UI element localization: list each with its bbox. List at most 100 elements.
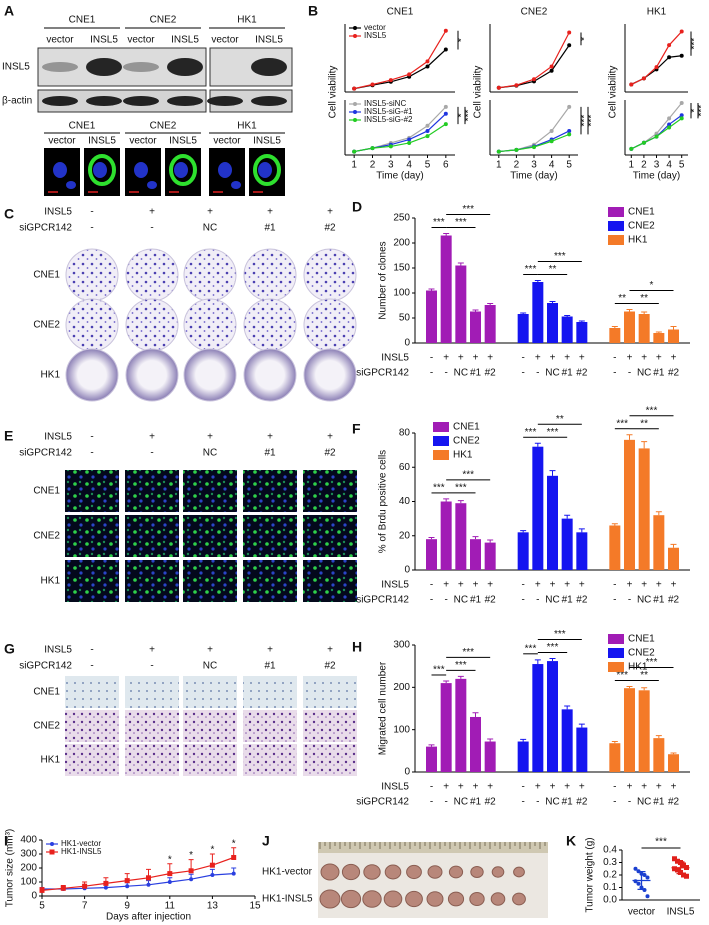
bar [638,448,650,570]
marker [684,873,689,879]
error-bar [534,442,541,447]
condition-label: siGPCR142 [356,595,409,606]
lane-label: INSL5 [171,35,199,46]
brdu-image [125,470,179,512]
x-axis-label: Time (day) [633,171,680,182]
bar [624,311,635,343]
colony-dish [65,248,119,302]
significance-label: *** [616,418,628,429]
bar [561,316,573,343]
y-axis-label: Cell viability [473,66,484,119]
error-bar [443,680,450,684]
x-tick-label: 7 [82,901,88,912]
tumor [406,864,422,880]
chart-title: CNE2 [521,7,548,18]
error-bar [626,309,633,312]
bar [653,738,665,772]
bar [517,314,529,343]
nucleus [231,181,241,189]
marker [639,871,644,876]
marker [633,866,638,871]
condition-value: + [564,353,570,364]
y-axis-label: Cell viability [328,66,339,119]
colony-dish [183,298,237,352]
marker [549,128,554,133]
marker [425,59,430,64]
legend-swatch [433,450,449,460]
marker [633,879,638,884]
condition-value: + [443,580,449,591]
bar [470,539,481,570]
error-bar [564,315,571,317]
condition-value: NC [637,595,651,606]
y-tick-label: 0 [404,767,410,778]
error-bar [457,675,464,679]
condition-value: + [550,353,556,364]
row-label: HK1-INSL5 [262,894,313,905]
marker [443,111,448,116]
brdu-image [125,515,179,557]
colony-dish [65,348,119,402]
panel-label: I [4,833,8,849]
row-label: HK1-vector [262,867,313,878]
bar [561,518,573,570]
marker [146,882,151,887]
bar [668,329,679,343]
colony-dish [243,298,297,352]
error-bar [457,262,464,266]
marker [125,884,130,889]
marker [681,862,686,868]
y-tick-label: 300 [393,640,410,651]
condition-value: NC [203,448,217,459]
condition-value: + [207,207,213,218]
colony-dish [125,248,179,302]
error-bar [487,738,494,742]
significance-label: * [690,109,701,113]
condition-label: INSL5 [44,432,72,443]
significance-label: * [168,854,172,865]
x-tick-label: 1 [351,160,357,171]
lane-label: vector [129,136,157,147]
significance-label: * [232,838,236,849]
x-tick-label: 4 [406,160,412,171]
condition-value: + [149,432,155,443]
marker [443,104,448,109]
transwell-image [243,676,297,708]
condition-value: + [149,645,155,656]
condition-value: - [430,580,433,591]
insl5-signal [253,154,281,186]
condition-value: + [473,353,479,364]
condition-value: - [536,368,539,379]
condition-value: - [90,207,93,218]
y-tick-label: 300 [20,849,37,860]
legend-label: HK1-vector [61,839,101,848]
panel-label: K [566,833,576,849]
error-bar [641,311,648,314]
marker [210,873,215,877]
colony-dish [303,248,357,302]
bar [440,235,452,343]
if-group-label: HK1 [237,121,257,132]
marker [667,43,672,48]
x-tick-label: 3 [654,160,660,171]
marker [103,880,109,886]
bar [426,539,437,570]
legend-label: CNE1 [453,422,480,433]
condition-value: - [613,797,616,808]
y-tick-label: 40 [399,496,411,507]
significance-label: ** [556,414,564,425]
marker [641,140,646,145]
marker [124,878,130,884]
lane-label: INSL5 [253,136,281,147]
marker [188,868,194,874]
condition-value: - [430,595,433,606]
row-label: CNE2 [33,721,60,732]
legend-swatch [608,207,624,217]
error-bar [578,723,585,728]
brdu-image [65,560,119,602]
legend-label: CNE2 [628,648,655,659]
condition-value: NC [454,797,468,808]
error-bar [670,752,677,755]
condition-value: #2 [485,797,497,808]
condition-value: + [458,353,464,364]
